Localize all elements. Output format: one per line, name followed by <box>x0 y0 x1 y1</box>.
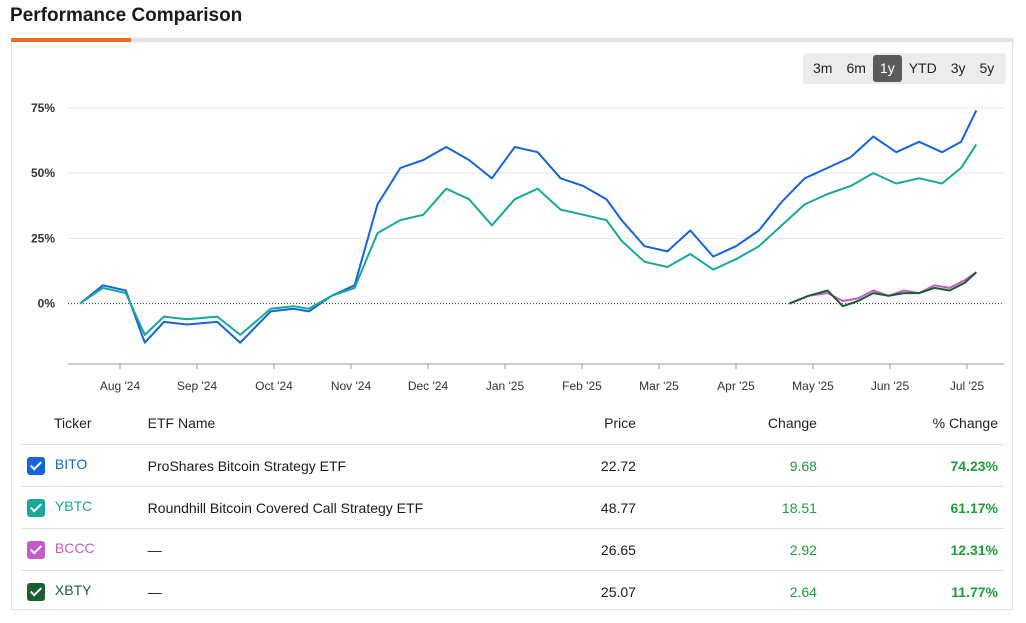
header-pct-change: % Change <box>817 402 1004 445</box>
ticker-link[interactable]: XBTY <box>54 582 92 599</box>
header-price: Price <box>472 402 637 445</box>
page-title: Performance Comparison <box>10 5 243 26</box>
y-tick-label: 0% <box>38 297 56 311</box>
x-tick-label: Oct '24 <box>255 379 293 393</box>
pct-change: 11.77% <box>951 583 998 600</box>
ticker-cell: BCCC <box>21 528 147 571</box>
ticker-link[interactable]: BITO <box>54 456 88 473</box>
change: 2.92 <box>636 528 818 571</box>
range-button-3y[interactable]: 3y <box>950 60 966 76</box>
range-button-ytd[interactable]: YTD <box>908 60 937 76</box>
change: 18.51 <box>636 486 818 529</box>
title-underline <box>11 38 1014 42</box>
x-tick-label: Sep '24 <box>177 379 218 393</box>
x-tick-label: Feb '25 <box>562 379 602 393</box>
x-tick-label: Jul '25 <box>950 379 985 393</box>
table-row: XBTY — 25.07 2.64 11.77% <box>21 571 1004 613</box>
checkbox-bccc[interactable] <box>27 540 45 559</box>
change: 2.64 <box>789 583 817 600</box>
x-tick-label: Aug '24 <box>100 379 141 393</box>
y-tick-label: 50% <box>31 166 55 180</box>
x-tick-label: Dec '24 <box>408 379 449 393</box>
header-etf-name: ETF Name <box>146 402 473 445</box>
x-tick-label: Jun '25 <box>871 379 910 393</box>
etf-name: Roundhill Bitcoin Covered Call Strategy … <box>146 486 473 529</box>
y-tick-label: 25% <box>31 231 55 245</box>
table-header-row: Ticker ETF Name Price Change % Change <box>21 402 1004 445</box>
etf-name: — <box>146 528 473 571</box>
performance-chart: 75% 50% 25% 0% Aug '24 Sep '24 Oct '24 Nov '24 D… <box>31 101 1004 393</box>
x-tick-label: May '25 <box>792 379 834 393</box>
table-row: BITO ProShares Bitcoin Strategy ETF 22.7… <box>21 444 1004 487</box>
checkbox-xbty[interactable] <box>27 582 45 601</box>
table-row: YBTC Roundhill Bitcoin Covered Call Stra… <box>21 486 1004 529</box>
range-button-5y[interactable]: 5y <box>979 60 995 76</box>
series-line-ybtc <box>79 143 978 336</box>
series-line-bito <box>79 109 978 344</box>
header-change: Change <box>636 402 818 445</box>
range-button-6m[interactable]: 6m <box>846 60 866 76</box>
x-tick-label: Nov '24 <box>331 379 372 393</box>
range-button-1y[interactable]: 1y <box>872 55 902 82</box>
price: 22.72 <box>472 444 637 487</box>
x-tick-label: Mar '25 <box>639 379 679 393</box>
price: 25.07 <box>600 583 636 600</box>
price: 26.65 <box>472 528 637 571</box>
ticker-cell: BITO <box>21 444 147 487</box>
series-line-xbty <box>789 271 977 308</box>
pct-change: 74.23% <box>817 444 1004 487</box>
etf-name: ProShares Bitcoin Strategy ETF <box>146 444 473 487</box>
x-tick-label: Jan '25 <box>486 379 525 393</box>
pct-change: 12.31% <box>817 528 1004 571</box>
y-tick-label: 75% <box>31 101 55 115</box>
ticker-link[interactable]: YBTC <box>54 498 93 515</box>
checkbox-ybtc[interactable] <box>27 498 45 517</box>
price: 48.77 <box>472 486 637 529</box>
pct-change: 61.17% <box>817 486 1004 529</box>
etf-name: — <box>147 583 162 600</box>
x-tick-label: Apr '25 <box>717 379 755 393</box>
table-row: BCCC — 26.65 2.92 12.31% <box>21 528 1004 571</box>
ticker-link[interactable]: BCCC <box>54 540 95 557</box>
title-accent <box>11 38 131 42</box>
range-selector: 3m 6m 1y YTD 3y 5y <box>803 53 1006 84</box>
header-ticker: Ticker <box>21 402 147 445</box>
comparison-table: Ticker ETF Name Price Change % Change BI… <box>21 402 1004 612</box>
change: 9.68 <box>636 444 818 487</box>
ticker-cell: XBTY <box>21 571 147 613</box>
range-button-3m[interactable]: 3m <box>813 60 833 76</box>
series-line-bccc <box>789 271 977 305</box>
checkbox-bito[interactable] <box>27 456 45 475</box>
ticker-cell: YBTC <box>21 486 147 529</box>
